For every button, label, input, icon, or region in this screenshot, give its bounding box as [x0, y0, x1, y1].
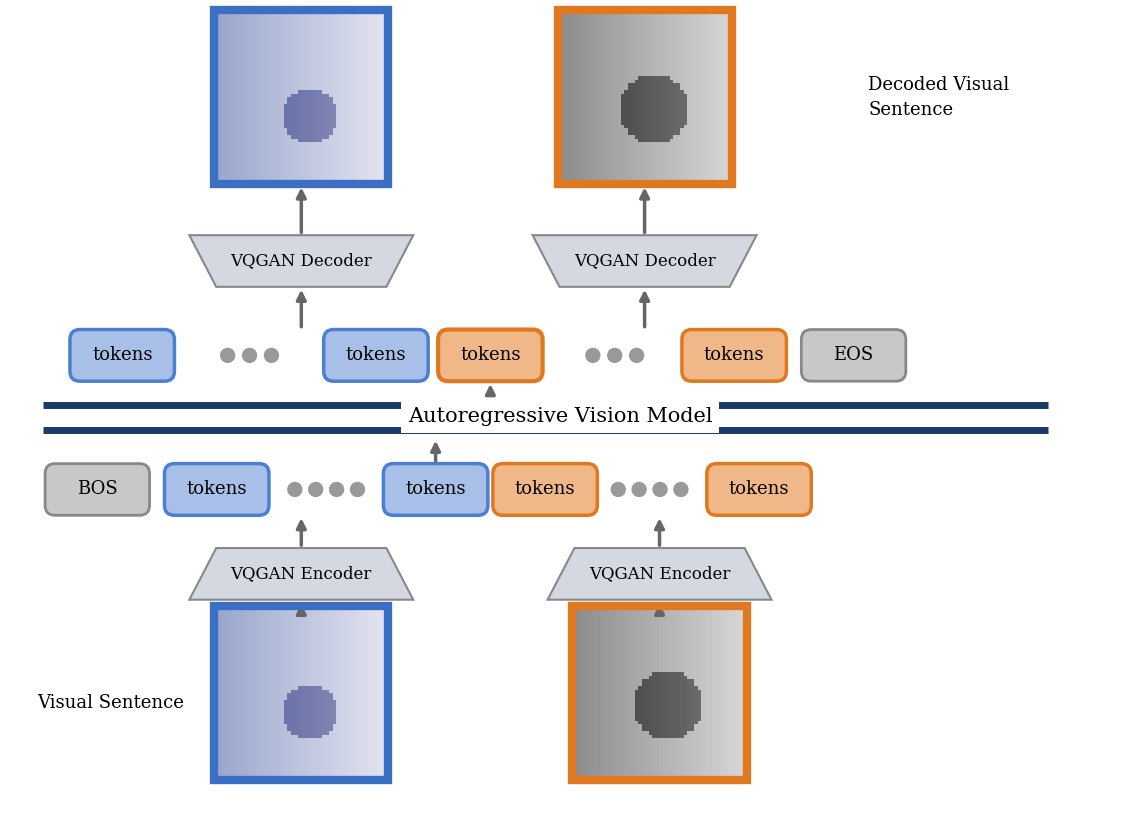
Text: EOS: EOS: [834, 346, 874, 364]
Circle shape: [329, 482, 344, 496]
Text: tokens: tokens: [460, 346, 521, 364]
Circle shape: [309, 482, 323, 496]
Bar: [214, 10, 388, 184]
Text: Autoregressive Vision Model: Autoregressive Vision Model: [407, 407, 713, 427]
Circle shape: [673, 482, 688, 496]
FancyBboxPatch shape: [70, 329, 175, 381]
Text: tokens: tokens: [704, 346, 765, 364]
Polygon shape: [190, 548, 413, 600]
Polygon shape: [547, 548, 772, 600]
Bar: [557, 10, 732, 184]
Circle shape: [351, 482, 364, 496]
FancyBboxPatch shape: [165, 464, 268, 515]
Circle shape: [243, 348, 256, 362]
Text: VQGAN Decoder: VQGAN Decoder: [574, 252, 715, 269]
Text: tokens: tokens: [729, 481, 790, 499]
Text: tokens: tokens: [405, 481, 466, 499]
Circle shape: [611, 482, 625, 496]
Text: Visual Sentence: Visual Sentence: [37, 694, 185, 712]
Text: BOS: BOS: [77, 481, 117, 499]
Text: tokens: tokens: [186, 481, 247, 499]
Polygon shape: [190, 235, 413, 287]
Polygon shape: [532, 235, 757, 287]
FancyBboxPatch shape: [45, 464, 150, 515]
Text: Decoded Visual
Sentence: Decoded Visual Sentence: [869, 75, 1010, 119]
Bar: [214, 606, 388, 780]
Circle shape: [264, 348, 279, 362]
Text: tokens: tokens: [92, 346, 152, 364]
FancyBboxPatch shape: [493, 464, 598, 515]
Text: VQGAN Decoder: VQGAN Decoder: [230, 252, 372, 269]
Bar: [572, 606, 747, 780]
FancyBboxPatch shape: [324, 329, 429, 381]
FancyBboxPatch shape: [707, 464, 811, 515]
Circle shape: [585, 348, 600, 362]
Text: tokens: tokens: [345, 346, 406, 364]
Circle shape: [608, 348, 622, 362]
FancyBboxPatch shape: [801, 329, 906, 381]
FancyBboxPatch shape: [384, 464, 488, 515]
Text: VQGAN Encoder: VQGAN Encoder: [589, 565, 730, 582]
Text: tokens: tokens: [514, 481, 575, 499]
FancyBboxPatch shape: [682, 329, 786, 381]
Circle shape: [288, 482, 302, 496]
Circle shape: [653, 482, 667, 496]
Circle shape: [221, 348, 235, 362]
FancyBboxPatch shape: [438, 329, 543, 381]
Circle shape: [632, 482, 646, 496]
Circle shape: [629, 348, 644, 362]
Text: VQGAN Encoder: VQGAN Encoder: [230, 565, 372, 582]
